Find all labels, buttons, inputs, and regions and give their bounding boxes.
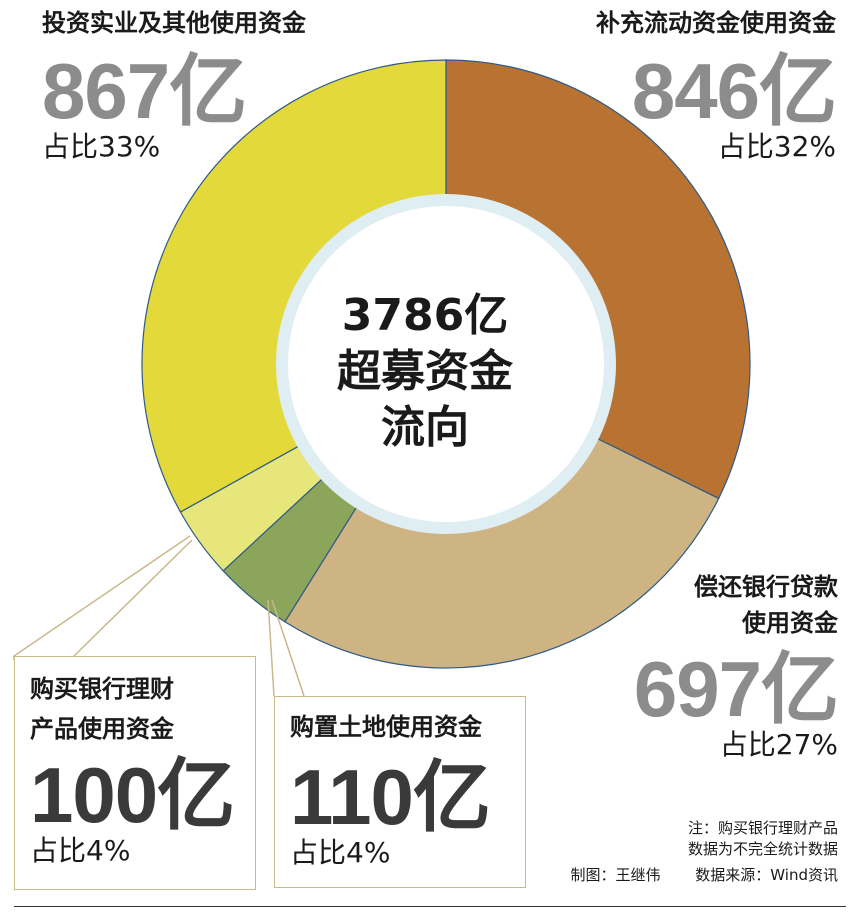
credit-author: 制图：王继伟 [570, 866, 661, 884]
segment-value: 697亿 [633, 645, 839, 733]
footnote-line-1: 注：购买银行理财产品 [687, 819, 838, 837]
segment-share: 占比4% [30, 834, 131, 867]
segment-name: 补充流动资金使用资金 [596, 9, 836, 37]
leader-line-wealth [13, 535, 191, 660]
segment-share: 占比33% [42, 130, 161, 163]
segment-value: 100亿 [30, 751, 235, 839]
segment-name: 购置土地使用资金 [290, 713, 482, 741]
leader-line-land-b [271, 599, 305, 697]
segment-name-line-1: 购买银行理财 [30, 675, 174, 703]
bottom-rule [14, 906, 846, 907]
credits: 制图：王继伟 数据来源：Wind资讯 [541, 864, 839, 885]
segment-label-land: 购置土地使用资金 110亿 占比4% [290, 712, 491, 869]
donut-center-label: 3786亿 超募资金 流向 [300, 288, 550, 456]
center-label-line-2: 超募资金 [337, 346, 513, 397]
footnote-line-2: 数据为不完全统计数据 [687, 840, 838, 858]
segment-label-wealth: 购买银行理财 产品使用资金 100亿 占比4% [30, 674, 235, 867]
leader-line-land [267, 599, 275, 697]
credit-source: 数据来源：Wind资讯 [695, 866, 838, 884]
segment-value: 846亿 [631, 47, 837, 135]
segment-name-line-2: 产品使用资金 [30, 715, 174, 743]
segment-label-liquidity: 补充流动资金使用资金 846亿 占比32% [596, 8, 837, 163]
segment-label-industry: 投资实业及其他使用资金 867亿 占比33% [42, 8, 306, 163]
segment-value: 867亿 [42, 47, 247, 135]
segment-name-line-1: 偿还银行贷款 [694, 573, 838, 601]
footnote: 注：购买银行理财产品 数据为不完全统计数据 [688, 818, 838, 860]
donut-segments [141, 59, 751, 669]
segment-share: 占比32% [717, 130, 836, 163]
center-label-line-1: 3786亿 [341, 290, 509, 341]
segment-share: 占比27% [719, 728, 838, 761]
segment-share: 占比4% [290, 836, 391, 869]
segment-name-line-2: 使用资金 [742, 609, 838, 637]
segment-value: 110亿 [290, 753, 491, 841]
segment-name: 投资实业及其他使用资金 [42, 9, 306, 37]
donut-center-hole [288, 206, 604, 522]
callout-box-land [274, 696, 526, 888]
segment-label-loan: 偿还银行贷款 使用资金 697亿 占比27% [633, 572, 839, 761]
center-label-line-3: 流向 [381, 402, 469, 453]
leader-line-wealth-b [73, 539, 193, 657]
callout-box-wealth [14, 656, 256, 890]
